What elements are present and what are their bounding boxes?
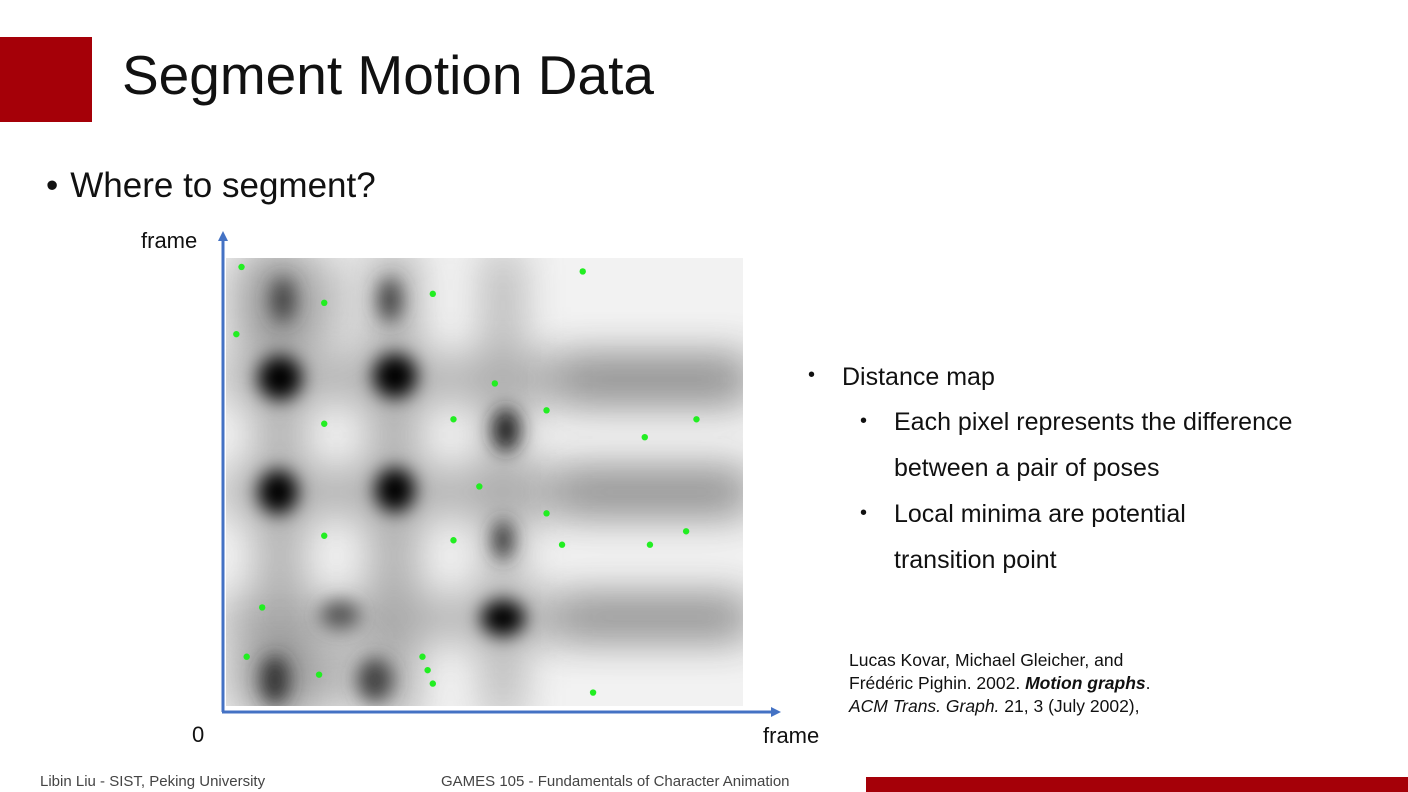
reference-citation: Lucas Kovar, Michael Gleicher, and Frédé… bbox=[849, 649, 1151, 718]
ref-paper-title: Motion graphs bbox=[1025, 673, 1146, 693]
ref-line-1: Lucas Kovar, Michael Gleicher, and bbox=[849, 650, 1124, 670]
minima-point bbox=[543, 407, 550, 414]
minima-point bbox=[543, 510, 550, 517]
minima-point bbox=[646, 541, 654, 548]
bullet-dot: • bbox=[860, 502, 868, 524]
bullet-dot: • bbox=[860, 410, 868, 432]
minima-point bbox=[243, 653, 250, 660]
minima-point bbox=[321, 532, 328, 539]
minima-points bbox=[233, 263, 700, 696]
minima-point bbox=[238, 263, 245, 271]
list-item-distance-map: Distance map bbox=[842, 363, 995, 391]
slide-title: Segment Motion Data bbox=[122, 44, 654, 106]
minima-point bbox=[429, 680, 436, 687]
minima-point bbox=[424, 666, 431, 674]
x-axis-label: frame bbox=[763, 723, 820, 748]
main-bullet: • Where to segment? bbox=[46, 166, 376, 206]
ref-line-2: Frédéric Pighin. 2002. Motion graphs. bbox=[849, 672, 1151, 695]
ref-volume: 21, 3 (July 2002), bbox=[999, 696, 1140, 716]
minima-point bbox=[589, 689, 597, 696]
distance-map-image bbox=[226, 258, 743, 706]
minima-point bbox=[491, 380, 499, 387]
minima-point bbox=[321, 299, 328, 306]
bullet-dot: • bbox=[808, 364, 816, 386]
minima-point bbox=[682, 528, 690, 535]
minima-point bbox=[579, 268, 586, 275]
ref-period: . bbox=[1145, 673, 1151, 693]
sub-item-2-line-2: transition point bbox=[894, 546, 1057, 574]
sub-item-1-line-2: between a pair of poses bbox=[894, 454, 1160, 482]
main-bullet-text: Where to segment? bbox=[70, 166, 376, 205]
minima-point bbox=[233, 330, 240, 338]
minima-point bbox=[693, 416, 700, 423]
ref-authors-year: Frédéric Pighin. 2002. bbox=[849, 673, 1026, 693]
minima-point bbox=[258, 604, 266, 611]
ref-line-3: ACM Trans. Graph. 21, 3 (July 2002), bbox=[849, 695, 1151, 718]
sub-item-1-line-1: Each pixel represents the difference bbox=[894, 408, 1293, 436]
minima-point bbox=[315, 671, 323, 678]
minima-point bbox=[419, 653, 426, 660]
sub-item-2-line-1: Local minima are potential bbox=[894, 500, 1186, 528]
origin-label: 0 bbox=[192, 722, 205, 747]
minima-point bbox=[450, 537, 457, 544]
minima-point bbox=[450, 416, 457, 423]
title-accent-bar bbox=[0, 37, 92, 122]
minima-point bbox=[321, 420, 328, 427]
minima-point bbox=[558, 541, 566, 548]
bullet-dot: • bbox=[46, 166, 59, 205]
ref-journal: ACM Trans. Graph. bbox=[849, 696, 1000, 716]
footer-author: Libin Liu - SIST, Peking University bbox=[40, 773, 266, 790]
y-axis-label: frame bbox=[141, 228, 198, 253]
minima-point bbox=[476, 483, 483, 490]
footer-accent-bar bbox=[866, 777, 1408, 792]
minima-point bbox=[641, 434, 648, 441]
footer-course: GAMES 105 - Fundamentals of Character An… bbox=[441, 773, 790, 790]
minima-point bbox=[429, 290, 436, 298]
